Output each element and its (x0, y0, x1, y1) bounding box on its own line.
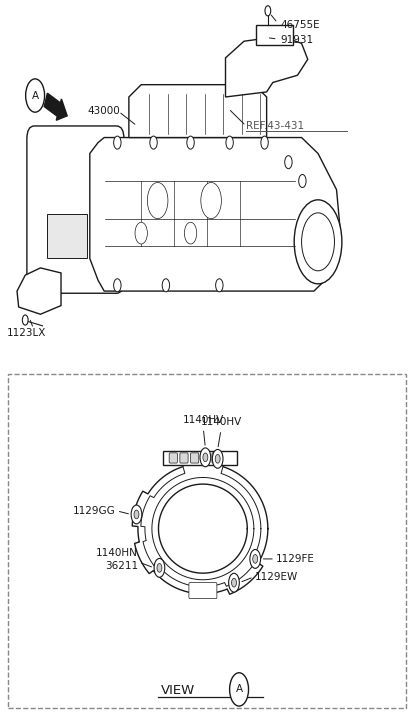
Circle shape (134, 510, 139, 519)
Text: 36211: 36211 (104, 561, 138, 571)
Circle shape (301, 213, 334, 270)
Text: 1140HN: 1140HN (96, 548, 138, 558)
FancyBboxPatch shape (169, 453, 177, 463)
Text: 43000: 43000 (88, 106, 120, 116)
Circle shape (294, 200, 341, 284)
Circle shape (264, 6, 270, 16)
Circle shape (231, 579, 236, 587)
Polygon shape (256, 25, 293, 45)
FancyBboxPatch shape (201, 453, 209, 463)
Circle shape (131, 505, 142, 524)
Circle shape (215, 454, 220, 463)
Text: 91931: 91931 (280, 36, 313, 46)
Circle shape (157, 563, 161, 572)
Text: 1129FE: 1129FE (275, 554, 314, 564)
Circle shape (150, 136, 157, 149)
Circle shape (114, 136, 121, 149)
FancyBboxPatch shape (7, 374, 406, 707)
Circle shape (186, 136, 194, 149)
Text: REF.43-431: REF.43-431 (245, 121, 304, 131)
FancyBboxPatch shape (47, 214, 86, 259)
Text: 1123LX: 1123LX (6, 328, 45, 338)
Text: 1140HV: 1140HV (200, 417, 241, 427)
Circle shape (202, 453, 207, 462)
Polygon shape (128, 84, 266, 137)
Circle shape (162, 278, 169, 292)
Text: VIEW: VIEW (161, 684, 195, 697)
Circle shape (249, 550, 260, 569)
Circle shape (184, 222, 196, 244)
FancyBboxPatch shape (190, 453, 198, 463)
Circle shape (229, 672, 248, 706)
Circle shape (154, 558, 164, 577)
Text: 1129EW: 1129EW (254, 572, 297, 582)
Circle shape (260, 136, 268, 149)
Text: 46755E: 46755E (280, 20, 319, 30)
Circle shape (228, 574, 239, 592)
Text: A: A (31, 91, 38, 100)
FancyBboxPatch shape (188, 582, 216, 598)
Circle shape (199, 448, 210, 467)
Polygon shape (17, 268, 61, 314)
Circle shape (252, 555, 257, 563)
Polygon shape (90, 137, 340, 291)
Circle shape (135, 222, 147, 244)
Text: 1129GG: 1129GG (73, 506, 116, 516)
FancyBboxPatch shape (179, 453, 188, 463)
Circle shape (225, 136, 233, 149)
FancyBboxPatch shape (162, 451, 236, 465)
FancyArrow shape (44, 93, 67, 120)
Circle shape (147, 182, 168, 219)
Circle shape (22, 315, 28, 325)
Polygon shape (225, 36, 307, 97)
Text: A: A (235, 684, 242, 694)
Text: 1140HV: 1140HV (182, 415, 223, 425)
Circle shape (298, 174, 305, 188)
Circle shape (284, 156, 292, 169)
FancyBboxPatch shape (27, 126, 123, 293)
Circle shape (114, 278, 121, 292)
FancyBboxPatch shape (211, 453, 220, 463)
Circle shape (215, 278, 223, 292)
Circle shape (212, 449, 223, 468)
Circle shape (26, 79, 45, 112)
Circle shape (200, 182, 221, 219)
